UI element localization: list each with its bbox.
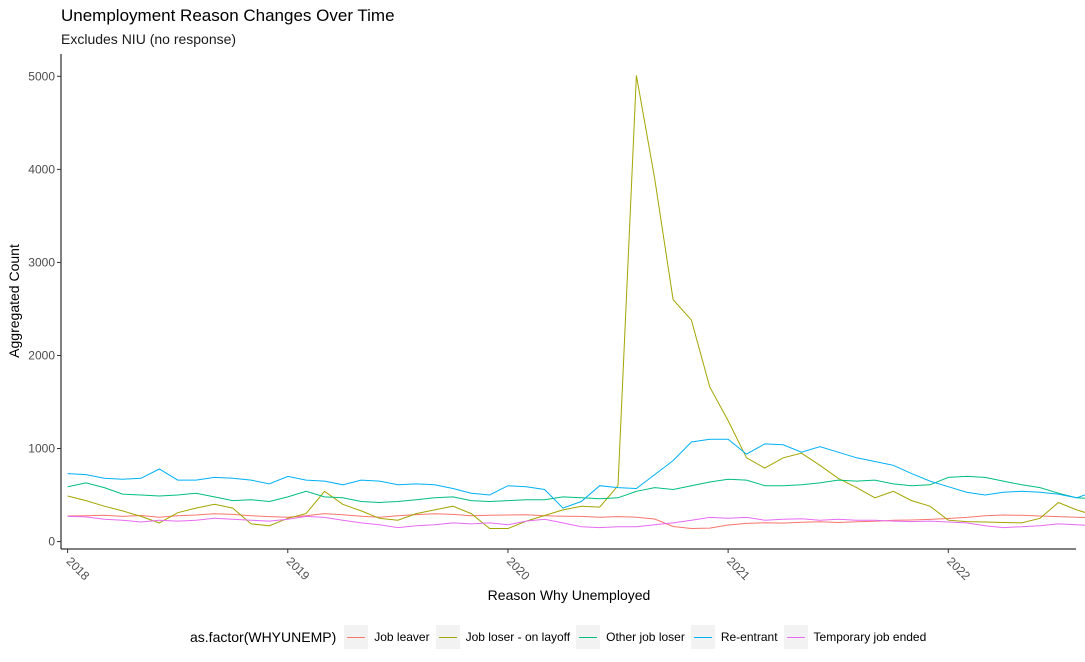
series-line-temporary-job-ended — [67, 515, 1085, 529]
legend-label: Other job loser — [606, 630, 685, 644]
legend-item: Job loser - on layoff — [435, 625, 571, 649]
y-tick-label: 5000 — [28, 69, 55, 83]
y-tick-label: 4000 — [28, 162, 55, 176]
legend-key — [435, 625, 460, 649]
legend-label: Job leaver — [374, 630, 430, 644]
y-axis-title: Aggregated Count — [6, 244, 22, 358]
legend-item: Other job loser — [576, 625, 685, 649]
x-tick-label: 2022 — [944, 554, 973, 583]
legend-key — [690, 625, 715, 649]
legend-key — [344, 625, 369, 649]
series-line-job-loser-on-layoff — [67, 75, 1085, 529]
chart-subtitle: Excludes NIU (no response) — [61, 31, 237, 47]
legend-label: Job loser - on layoff — [465, 630, 571, 644]
y-tick-label: 0 — [48, 535, 55, 549]
series-line-re-entrant — [67, 438, 1085, 509]
series-line-job-leaver — [67, 513, 1085, 530]
series-layer — [67, 75, 1085, 530]
x-tick-label: 2018 — [63, 554, 92, 583]
legend-title: as.factor(WHYUNEMP) — [190, 629, 337, 645]
x-axis-ticks: 2018 2019 2020 2021 2022 — [63, 549, 973, 583]
legend-item: Re-entrant — [690, 625, 778, 649]
series-line-other-job-loser — [67, 475, 1085, 504]
x-tick-label: 2021 — [724, 554, 753, 583]
x-tick-label: 2020 — [504, 554, 533, 583]
y-tick-label: 1000 — [28, 442, 55, 456]
legend-item: Job leaver — [344, 625, 430, 649]
y-axis-ticks: 0 1000 2000 3000 4000 5000 — [28, 69, 61, 549]
y-tick-label: 2000 — [28, 348, 55, 362]
x-axis-title: Reason Why Unemployed — [488, 587, 651, 603]
legend-label: Re-entrant — [720, 630, 778, 644]
chart-title: Unemployment Reason Changes Over Time — [61, 6, 395, 25]
x-tick-label: 2019 — [284, 554, 313, 583]
y-tick-label: 3000 — [28, 255, 55, 269]
legend-items: Job leaver Job loser - on layoff Other job… — [344, 625, 932, 649]
legend-key — [576, 625, 601, 649]
legend: as.factor(WHYUNEMP) Job leaver Job loser … — [190, 625, 932, 649]
legend-label: Temporary job ended — [813, 630, 927, 644]
legend-key — [783, 625, 808, 649]
legend-item: Temporary job ended — [783, 625, 927, 649]
